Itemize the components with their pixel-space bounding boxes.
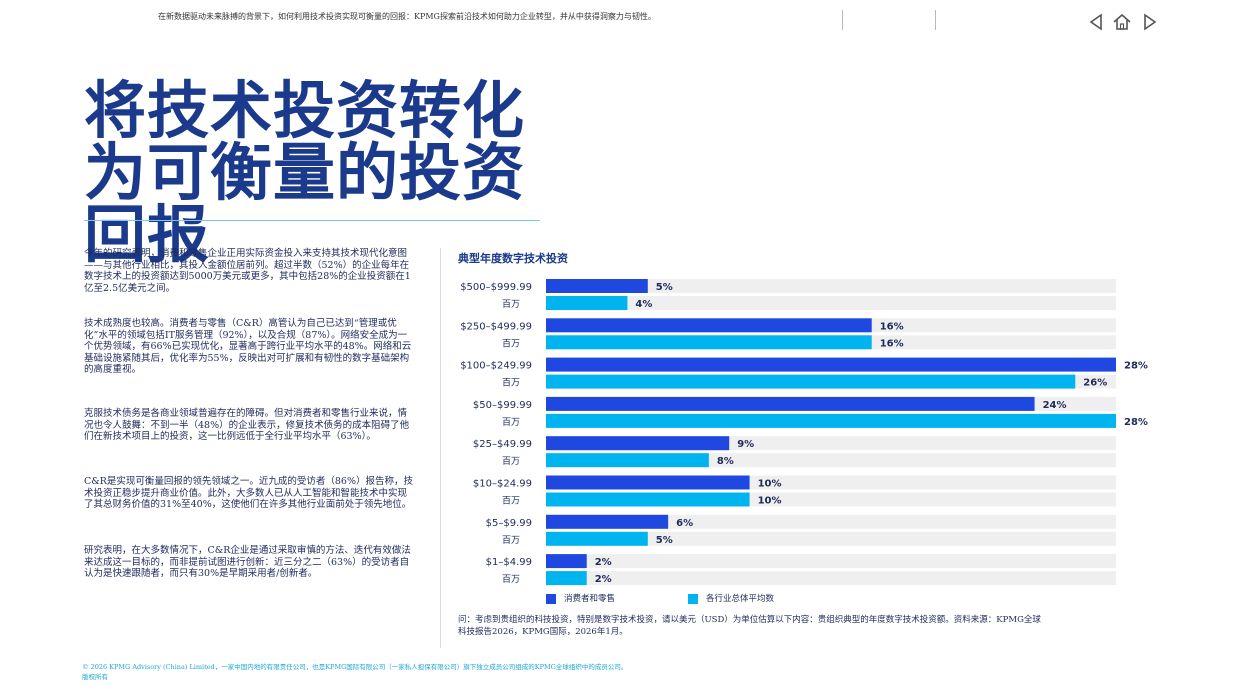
column-divider xyxy=(440,248,441,648)
bar xyxy=(546,571,587,586)
body-paragraph: 克服技术债务是各商业领域普遍存在的障碍。但对消费者和零售行业来说，情况也令人鼓舞… xyxy=(84,408,410,442)
rights-reserved-text: 版权所有 xyxy=(82,673,108,681)
title-divider xyxy=(84,220,540,221)
category-label: $5–$9.99 xyxy=(486,518,532,529)
bar xyxy=(546,436,730,451)
category-unit-label: 百万 xyxy=(502,456,520,467)
category-unit-label: 百万 xyxy=(502,338,520,349)
data-label: 5% xyxy=(656,535,673,546)
category-label: $1–$4.99 xyxy=(486,557,532,568)
bar xyxy=(546,554,587,569)
category-label: $25–$49.99 xyxy=(473,439,532,450)
legend-label: 各行业总体平均数 xyxy=(706,594,775,604)
bar xyxy=(546,475,750,490)
bar xyxy=(546,335,872,350)
data-label: 2% xyxy=(595,574,612,585)
category-unit-label: 百万 xyxy=(502,299,520,310)
bar-track xyxy=(546,531,1116,546)
legend-swatch xyxy=(688,593,698,604)
data-label: 28% xyxy=(1124,361,1148,372)
chart-source-note: 问：考虑到贵组织的科技投资，特别是数字技术投资，请以美元（USD）为单位估算以下… xyxy=(458,615,1041,637)
category-label: $10–$24.99 xyxy=(473,479,532,490)
data-label: 5% xyxy=(656,282,673,293)
bar-track xyxy=(546,514,1116,529)
category-unit-label: 百万 xyxy=(502,535,520,546)
body-paragraph: 研究表明，在大多数情况下，C&R企业是通过采取审慎的方法、迭代有效做法来达成这一… xyxy=(84,545,411,579)
body-paragraph: 技术成熟度也较高。消费者与零售（C&R）高管认为自己已达到“管理或优化”水平的领… xyxy=(84,318,412,375)
bar xyxy=(546,413,1116,428)
bar-track xyxy=(546,554,1116,569)
bar-track xyxy=(546,296,1116,310)
legend-label: 消费者和零售 xyxy=(564,594,616,604)
bar xyxy=(546,296,628,310)
data-label: 9% xyxy=(737,439,754,450)
body-paragraph: 今年的研究表明，消费和零售企业正用实际资金投入来支持其技术现代化意图——与其他行… xyxy=(84,248,411,294)
legend-swatch xyxy=(546,593,556,604)
bar-track xyxy=(546,279,1116,293)
copyright-text: © 2026 KPMG Advisory (China) Limited，一家中… xyxy=(82,663,628,671)
home-icon[interactable] xyxy=(1112,12,1132,32)
footer-copyright: © 2026 KPMG Advisory (China) Limited，一家中… xyxy=(82,662,627,682)
data-label: 26% xyxy=(1083,378,1107,389)
header-tagline: 在新数据驱动未来脉搏的背景下，如何利用技术投资实现可衡量的回报：KPMG探索前沿… xyxy=(158,12,656,21)
category-unit-label: 百万 xyxy=(502,378,520,389)
data-label: 16% xyxy=(880,338,904,349)
data-label: 2% xyxy=(595,557,612,568)
category-unit-label: 百万 xyxy=(502,496,520,507)
category-label: $50–$99.99 xyxy=(473,400,532,411)
data-label: 16% xyxy=(880,321,904,332)
data-label: 10% xyxy=(758,496,782,507)
category-unit-label: 百万 xyxy=(502,417,520,428)
header-divider xyxy=(935,10,936,30)
body-paragraph: C&R是实现可衡量回报的领先领域之一。近九成的受访者（86%）报告称，技术投资正… xyxy=(84,476,413,510)
data-label: 24% xyxy=(1043,400,1067,411)
data-label: 8% xyxy=(717,456,734,467)
nav-next-icon[interactable] xyxy=(1140,12,1160,32)
bar xyxy=(546,396,1035,411)
bar xyxy=(546,531,648,546)
bar xyxy=(546,514,669,529)
header-divider xyxy=(842,10,843,30)
bar-track xyxy=(546,571,1116,586)
page-title: 将技术投资转化为可衡量的投资回报 xyxy=(84,74,526,271)
bar xyxy=(546,357,1116,372)
legend-item: 各行业总体平均数 xyxy=(688,592,774,604)
bar xyxy=(546,279,648,293)
category-label: $250–$499.99 xyxy=(460,321,532,332)
bar xyxy=(546,453,709,468)
bar-chart: $500–$999.99 百万 5% 4% $250–$499.99 百万 16% 16% $1… xyxy=(460,279,1148,586)
legend-item: 消费者和零售 xyxy=(546,592,615,604)
bar xyxy=(546,318,872,333)
nav-prev-icon[interactable] xyxy=(1086,12,1106,32)
data-label: 28% xyxy=(1124,417,1148,428)
category-unit-label: 百万 xyxy=(502,574,520,585)
data-label: 6% xyxy=(676,518,693,529)
chart-title: 典型年度数字技术投资 xyxy=(458,252,568,265)
data-label: 10% xyxy=(758,479,782,490)
data-label: 4% xyxy=(635,299,652,310)
bar xyxy=(546,374,1076,389)
category-label: $500–$999.99 xyxy=(460,282,532,293)
category-label: $100–$249.99 xyxy=(460,361,532,372)
bar xyxy=(546,492,750,507)
